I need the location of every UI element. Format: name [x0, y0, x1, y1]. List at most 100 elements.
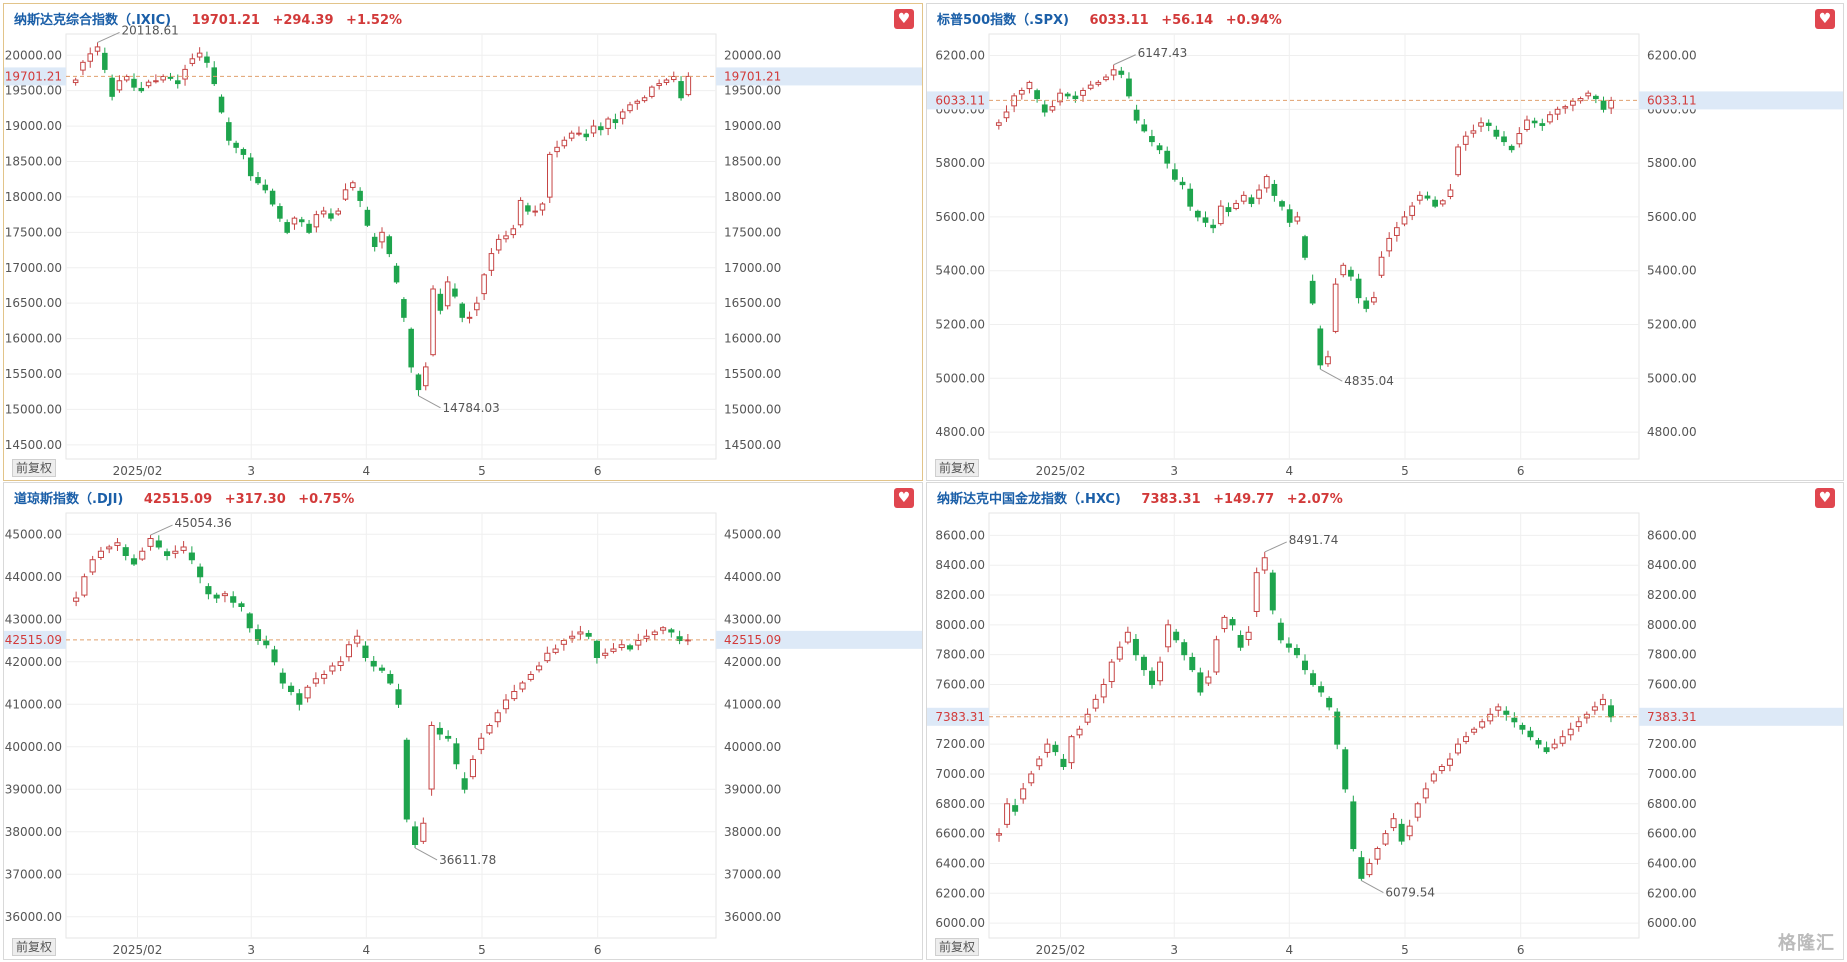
candle-body	[1519, 724, 1526, 730]
candle-body	[634, 100, 641, 104]
candle-body	[436, 727, 443, 735]
candle-body	[1080, 89, 1086, 96]
candle-body	[1189, 656, 1196, 671]
y-tick-label-right: 14500.00	[724, 438, 781, 452]
y-tick-label-left: 5000.00	[935, 371, 985, 385]
y-tick-label-right: 8200.00	[1647, 588, 1697, 602]
candle-body	[627, 104, 633, 112]
index-name[interactable]: 纳斯达克综合指数（.IXIC)	[14, 13, 172, 28]
candle-body	[1310, 673, 1317, 685]
y-tick-label-left: 19500.00	[5, 84, 62, 98]
y-tick-label-left: 38000.00	[5, 825, 62, 839]
candle-body	[1487, 713, 1494, 722]
candle-body	[362, 645, 369, 659]
candle-body	[626, 645, 634, 650]
adjust-toggle[interactable]: 前复权	[935, 459, 980, 477]
candle-body	[175, 80, 181, 85]
candle-body	[1342, 749, 1349, 790]
candle-body	[430, 288, 436, 356]
last-price: 19701.21	[191, 13, 260, 28]
chart-header: 道琼斯指数（.DJI) 42515.09 +317.30 +0.75%	[14, 488, 354, 507]
candle-body	[478, 737, 485, 750]
candle-body	[247, 157, 254, 177]
candle-body	[279, 672, 286, 684]
plot-area	[988, 33, 1640, 460]
candle-body	[1012, 805, 1019, 812]
candle-body	[577, 631, 584, 635]
candle-body	[211, 67, 217, 85]
candle-body	[1263, 176, 1270, 189]
chart-panel-hxc[interactable]: 纳斯达克中国金龙指数（.HXC) 7383.31 +149.77 +2.07% …	[926, 482, 1844, 960]
y-tick-label-left: 6200.00	[935, 49, 985, 63]
heart-icon[interactable]: ♥	[894, 488, 914, 508]
candle-body	[386, 236, 393, 255]
heart-icon[interactable]: ♥	[1815, 488, 1835, 508]
candle-body	[233, 142, 239, 148]
y-tick-label-right: 6600.00	[1647, 827, 1697, 841]
last-price: 7383.31	[1141, 492, 1201, 507]
candle-body	[401, 299, 407, 318]
y-tick-label-left: 15500.00	[5, 367, 62, 381]
candle-body	[1422, 788, 1429, 799]
index-name[interactable]: 标普500指数（.SPX)	[937, 13, 1069, 28]
candle-body	[1217, 205, 1224, 225]
adjust-toggle[interactable]: 前复权	[12, 938, 57, 956]
y-tick-label-right: 6400.00	[1647, 856, 1697, 870]
candle-body	[269, 190, 276, 205]
candle-body	[167, 76, 174, 79]
y-tick-label-left: 5400.00	[935, 264, 985, 278]
candle-body	[97, 550, 104, 558]
y-tick-label-left: 6000.00	[935, 916, 985, 930]
candle-body	[277, 206, 283, 219]
candle-body	[539, 203, 546, 211]
candle-body	[1076, 728, 1083, 736]
candle-body	[1363, 300, 1370, 309]
x-tick-label: 3	[247, 943, 255, 957]
candle-body	[379, 231, 385, 243]
candle-body	[1164, 150, 1171, 164]
y-tick-label-left: 44000.00	[5, 570, 62, 584]
x-tick-label: 6	[594, 464, 602, 478]
candle-body	[196, 52, 203, 58]
chart-panel-dji[interactable]: 道琼斯指数（.DJI) 42515.09 +317.30 +0.75% ♥ 45…	[3, 482, 923, 960]
chart-header: 标普500指数（.SPX) 6033.11 +56.14 +0.94%	[937, 9, 1282, 28]
adjust-toggle[interactable]: 前复权	[12, 459, 57, 477]
candle-body	[395, 689, 402, 705]
candle-body	[263, 640, 270, 646]
candle-body	[123, 76, 130, 81]
low-marker-label: 36611.78	[439, 853, 496, 867]
candle-body	[408, 328, 414, 368]
heart-icon[interactable]: ♥	[1815, 9, 1835, 29]
candle-body	[1004, 803, 1011, 825]
candle-body	[452, 288, 458, 297]
index-name[interactable]: 纳斯达克中国金龙指数（.HXC)	[937, 492, 1121, 507]
adjust-toggle[interactable]: 前复权	[935, 938, 980, 956]
candle-body	[226, 122, 232, 141]
chart-panel-spx[interactable]: 标普500指数（.SPX) 6033.11 +56.14 +0.94% ♥ 62…	[926, 3, 1844, 481]
candle-body	[1240, 194, 1247, 202]
candle-body	[437, 293, 444, 311]
heart-icon[interactable]: ♥	[894, 9, 914, 29]
index-name[interactable]: 道琼斯指数（.DJI)	[14, 492, 124, 507]
y-tick-label-right: 15000.00	[724, 402, 781, 416]
chart-panel-ixic[interactable]: 纳斯达克综合指数（.IXIC) 19701.21 +294.39 +1.52% …	[3, 3, 923, 481]
candle-body	[1382, 833, 1389, 845]
candle-body	[1149, 670, 1156, 685]
candle-body	[271, 649, 278, 663]
candle-body	[1501, 136, 1507, 143]
candle-body	[155, 540, 162, 548]
candle-body	[1562, 106, 1569, 109]
x-tick-label: 3	[1170, 943, 1178, 957]
candle-body	[1237, 634, 1244, 648]
y-tick-label-left: 17000.00	[5, 261, 62, 275]
candle-body	[663, 79, 670, 83]
candle-body	[337, 661, 344, 666]
candle-body	[1100, 683, 1107, 698]
y-tick-label-right: 7800.00	[1647, 648, 1697, 662]
y-tick-label-right: 4800.00	[1647, 425, 1697, 439]
y-tick-label-right: 17500.00	[724, 225, 781, 239]
candle-body	[102, 52, 108, 70]
candle-body	[1432, 199, 1438, 207]
high-marker-label: 6147.43	[1138, 46, 1188, 60]
candle-body	[412, 826, 419, 846]
